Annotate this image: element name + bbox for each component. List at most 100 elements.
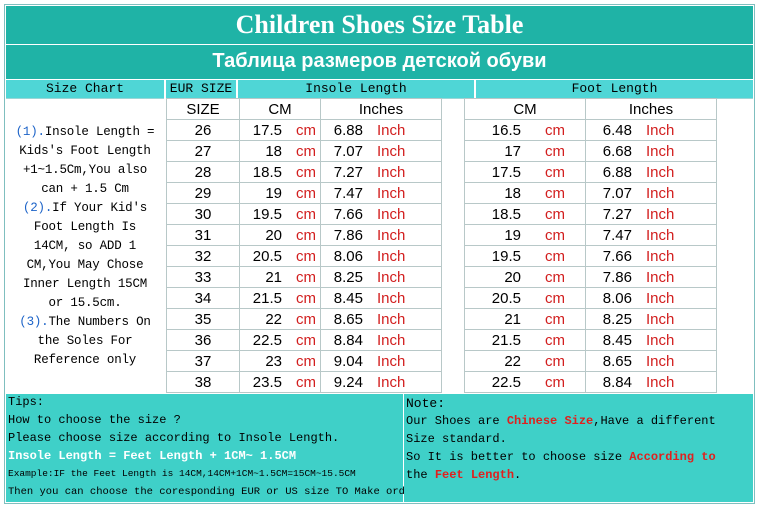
- eur-size-cell: 32: [166, 245, 240, 267]
- foot-inch-cell: 8.25 Inch: [585, 308, 717, 330]
- foot-cm-cell: 18 cm: [464, 182, 586, 204]
- tips-panel: Tips: How to choose the size ? Please ch…: [6, 394, 424, 502]
- eur-size-cell: 29: [166, 182, 240, 204]
- column-gap: [442, 120, 465, 141]
- insole-cm-cell: 18.5 cm: [239, 161, 321, 183]
- header-foot-length: Foot Length: [571, 81, 658, 96]
- table-row: 38 23.5 cm 9.24 Inch 22.5 cm 8.84 Inch: [166, 371, 717, 393]
- column-gap: [442, 225, 465, 246]
- note-line-standard: Size standard.: [406, 432, 507, 446]
- insole-inch-cell: 8.25 Inch: [320, 266, 442, 288]
- column-gap: [442, 99, 465, 120]
- foot-cm-cell: 16.5 cm: [464, 119, 586, 141]
- insole-inch-cell: 6.88 Inch: [320, 119, 442, 141]
- eur-size-cell: 30: [166, 203, 240, 225]
- tips-instruction: Please choose size according to Insole L…: [8, 431, 340, 445]
- insole-inch-cell: 8.45 Inch: [320, 287, 442, 309]
- table-row: 29 19 cm 7.47 Inch 18 cm 7.07 Inch: [166, 182, 717, 204]
- foot-inch-cell: 6.48 Inch: [585, 119, 717, 141]
- insole-cm-cell: 19 cm: [239, 182, 321, 204]
- column-gap: [442, 183, 465, 204]
- foot-cm-cell: 18.5 cm: [464, 203, 586, 225]
- insole-inch-cell: 7.27 Inch: [320, 161, 442, 183]
- foot-cm-cell: 21 cm: [464, 308, 586, 330]
- insole-cm-cell: 19.5 cm: [239, 203, 321, 225]
- header-insole-length: Insole Length: [305, 81, 407, 96]
- subheader-row: SIZE CM Inches CM Inches: [166, 98, 717, 120]
- tips-title: Tips:: [8, 395, 45, 409]
- foot-inch-cell: 7.86 Inch: [585, 266, 717, 288]
- foot-cm-cell: 22 cm: [464, 350, 586, 372]
- eur-size-cell: 35: [166, 308, 240, 330]
- note-line: 14CM, so ADD 1: [33, 239, 137, 253]
- title-english: Children Shoes Size Table: [6, 6, 753, 44]
- subheader-foot-cm: CM: [464, 98, 586, 120]
- tips-final: Then you can choose the coresponding EUR…: [8, 486, 424, 498]
- insole-cm-cell: 21.5 cm: [239, 287, 321, 309]
- subheader-size: SIZE: [166, 98, 240, 120]
- insole-inch-cell: 8.84 Inch: [320, 329, 442, 351]
- foot-cm-cell: 21.5 cm: [464, 329, 586, 351]
- column-gap: [442, 267, 465, 288]
- size-table: SIZE CM Inches CM Inches 26 17.5 cm 6.88 Inc…: [166, 98, 717, 393]
- eur-size-cell: 31: [166, 224, 240, 246]
- eur-size-cell: 26: [166, 119, 240, 141]
- foot-inch-cell: 8.84 Inch: [585, 371, 717, 393]
- table-row: 33 21 cm 8.25 Inch 20 cm 7.86 Inch: [166, 266, 717, 288]
- foot-inch-cell: 7.07 Inch: [585, 182, 717, 204]
- insole-inch-cell: 8.65 Inch: [320, 308, 442, 330]
- foot-cm-cell: 19.5 cm: [464, 245, 586, 267]
- column-gap: [442, 351, 465, 372]
- column-gap: [442, 204, 465, 225]
- insole-cm-cell: 22.5 cm: [239, 329, 321, 351]
- eur-size-cell: 27: [166, 140, 240, 162]
- subheader-insole-cm: CM: [239, 98, 321, 120]
- foot-cm-cell: 22.5 cm: [464, 371, 586, 393]
- insole-inch-cell: 9.04 Inch: [320, 350, 442, 372]
- table-row: 36 22.5 cm 8.84 Inch 21.5 cm 8.45 Inch: [166, 329, 717, 351]
- eur-size-cell: 36: [166, 329, 240, 351]
- foot-inch-cell: 6.68 Inch: [585, 140, 717, 162]
- note-line: (2).If Your Kid's: [22, 201, 148, 215]
- tips-question: How to choose the size ?: [8, 413, 181, 427]
- subheader-insole-inches: Inches: [320, 98, 442, 120]
- foot-cm-cell: 20.5 cm: [464, 287, 586, 309]
- note-line-advice: So It is better to choose size According…: [406, 450, 716, 464]
- column-gap: [442, 309, 465, 330]
- table-row: 34 21.5 cm 8.45 Inch 20.5 cm 8.06 Inch: [166, 287, 717, 309]
- foot-inch-cell: 6.88 Inch: [585, 161, 717, 183]
- insole-inch-cell: 7.07 Inch: [320, 140, 442, 162]
- insole-inch-cell: 7.66 Inch: [320, 203, 442, 225]
- table-row: 30 19.5 cm 7.66 Inch 18.5 cm 7.27 Inch: [166, 203, 717, 225]
- table-row: 31 20 cm 7.86 Inch 19 cm 7.47 Inch: [166, 224, 717, 246]
- column-gap: [442, 288, 465, 309]
- subheader-foot-inches: Inches: [585, 98, 717, 120]
- eur-size-cell: 28: [166, 161, 240, 183]
- insole-cm-cell: 22 cm: [239, 308, 321, 330]
- note-line: Kids's Foot Length: [19, 144, 151, 158]
- eur-size-cell: 34: [166, 287, 240, 309]
- foot-cm-cell: 20 cm: [464, 266, 586, 288]
- note-panel: Note: Our Shoes are Chinese Size,Have a …: [404, 394, 753, 502]
- note-line-chinese-size: Our Shoes are Chinese Size,Have a differ…: [406, 414, 716, 428]
- foot-inch-cell: 8.45 Inch: [585, 329, 717, 351]
- note-line: Foot Length Is: [33, 220, 137, 234]
- column-gap: [442, 246, 465, 267]
- eur-size-cell: 33: [166, 266, 240, 288]
- header-eur-size: EUR SIZE: [169, 81, 233, 96]
- note-line: CM,You May Chose: [26, 258, 144, 272]
- insole-cm-cell: 18 cm: [239, 140, 321, 162]
- column-gap: [442, 162, 465, 183]
- table-row: 27 18 cm 7.07 Inch 17 cm 6.68 Inch: [166, 140, 717, 162]
- insole-cm-cell: 20.5 cm: [239, 245, 321, 267]
- foot-inch-cell: 8.65 Inch: [585, 350, 717, 372]
- insole-inch-cell: 7.86 Inch: [320, 224, 442, 246]
- insole-cm-cell: 17.5 cm: [239, 119, 321, 141]
- foot-inch-cell: 8.06 Inch: [585, 287, 717, 309]
- eur-size-cell: 37: [166, 350, 240, 372]
- note-line: can + 1.5 Cm: [41, 182, 129, 196]
- foot-inch-cell: 7.27 Inch: [585, 203, 717, 225]
- insole-cm-cell: 20 cm: [239, 224, 321, 246]
- eur-size-cell: 38: [166, 371, 240, 393]
- insole-inch-cell: 9.24 Inch: [320, 371, 442, 393]
